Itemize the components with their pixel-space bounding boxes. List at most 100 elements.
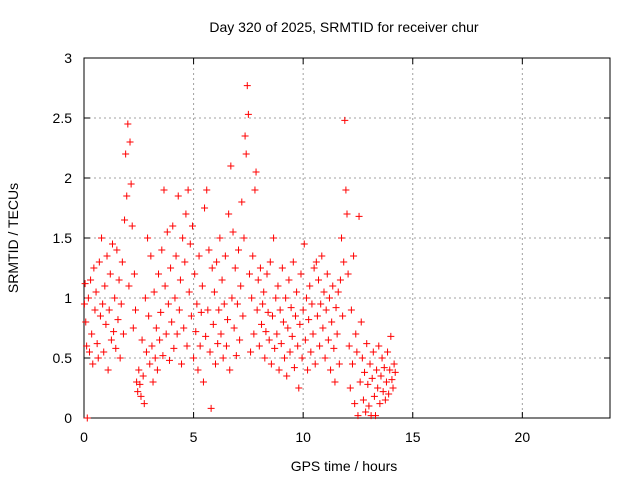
- data-point: [96, 312, 104, 320]
- data-point: [215, 306, 223, 314]
- data-point: [144, 234, 152, 242]
- data-point: [170, 344, 178, 352]
- data-point: [290, 364, 298, 372]
- data-point: [99, 300, 107, 308]
- data-point: [376, 400, 384, 408]
- data-point: [119, 330, 127, 338]
- data-point: [139, 372, 147, 380]
- data-point: [112, 344, 120, 352]
- data-point: [270, 234, 278, 242]
- data-point: [268, 312, 276, 320]
- data-point: [224, 316, 232, 324]
- data-point: [149, 378, 157, 386]
- data-point: [155, 270, 163, 278]
- data-point: [274, 282, 282, 290]
- data-point: [134, 388, 142, 396]
- data-point: [110, 328, 118, 336]
- data-point: [151, 354, 159, 362]
- data-point: [365, 402, 373, 410]
- data-point: [377, 372, 385, 380]
- data-point: [205, 246, 213, 254]
- data-point: [299, 306, 307, 314]
- data-point: [323, 270, 331, 278]
- data-point: [176, 276, 184, 284]
- data-point: [181, 258, 189, 266]
- data-point: [169, 222, 177, 230]
- data-point: [235, 246, 243, 254]
- data-point: [271, 344, 279, 352]
- data-point: [379, 388, 387, 396]
- data-point: [347, 306, 355, 314]
- data-point: [320, 288, 328, 296]
- data-point: [87, 276, 95, 284]
- data-point: [348, 360, 356, 368]
- data-point: [252, 168, 260, 176]
- data-point: [89, 360, 97, 368]
- data-point: [213, 258, 221, 266]
- data-point: [302, 294, 310, 302]
- data-point: [201, 204, 209, 212]
- data-point: [208, 264, 216, 272]
- data-point: [293, 288, 301, 296]
- data-point: [297, 270, 305, 278]
- data-point: [192, 328, 200, 336]
- data-point: [142, 348, 150, 356]
- data-point: [104, 366, 112, 374]
- data-point: [371, 412, 379, 420]
- data-point: [174, 192, 182, 200]
- data-point: [175, 306, 183, 314]
- data-point: [171, 294, 179, 302]
- data-point: [229, 228, 237, 236]
- data-point: [296, 320, 304, 328]
- data-point: [255, 342, 263, 350]
- data-point: [100, 348, 108, 356]
- data-point: [287, 304, 295, 312]
- x-tick-label: 20: [515, 429, 531, 445]
- data-point: [202, 332, 210, 340]
- data-point: [266, 258, 274, 266]
- data-point: [258, 320, 266, 328]
- data-point: [247, 348, 255, 356]
- data-point: [356, 378, 364, 386]
- data-point: [121, 216, 129, 224]
- data-point: [361, 368, 369, 376]
- data-point: [84, 294, 92, 302]
- data-point: [386, 366, 394, 374]
- data-point: [147, 252, 155, 260]
- data-point: [173, 330, 181, 338]
- data-point: [167, 264, 175, 272]
- data-point: [335, 360, 343, 368]
- data-point: [295, 384, 303, 392]
- data-point: [194, 366, 202, 374]
- data-point: [381, 396, 389, 404]
- data-point: [221, 252, 229, 260]
- data-point: [275, 366, 283, 374]
- data-point: [115, 276, 123, 284]
- data-point: [308, 300, 316, 308]
- data-point: [334, 288, 342, 296]
- data-point: [267, 360, 275, 368]
- data-point: [126, 138, 134, 146]
- data-point: [124, 120, 132, 128]
- data-point: [321, 354, 329, 362]
- data-point: [382, 378, 390, 386]
- data-point: [391, 368, 399, 376]
- data-point: [254, 276, 262, 284]
- data-point: [343, 210, 351, 218]
- data-point: [83, 342, 91, 350]
- data-point: [339, 312, 347, 320]
- data-point: [125, 282, 133, 290]
- data-point: [373, 366, 381, 374]
- data-point: [228, 294, 236, 302]
- data-point: [256, 264, 264, 272]
- data-point: [282, 294, 290, 302]
- data-point: [333, 330, 341, 338]
- data-point: [355, 212, 363, 220]
- data-point: [105, 306, 113, 314]
- data-point: [222, 342, 230, 350]
- data-point: [210, 288, 218, 296]
- data-point: [322, 306, 330, 314]
- data-point: [378, 354, 386, 362]
- data-point: [150, 288, 158, 296]
- data-point: [306, 282, 314, 290]
